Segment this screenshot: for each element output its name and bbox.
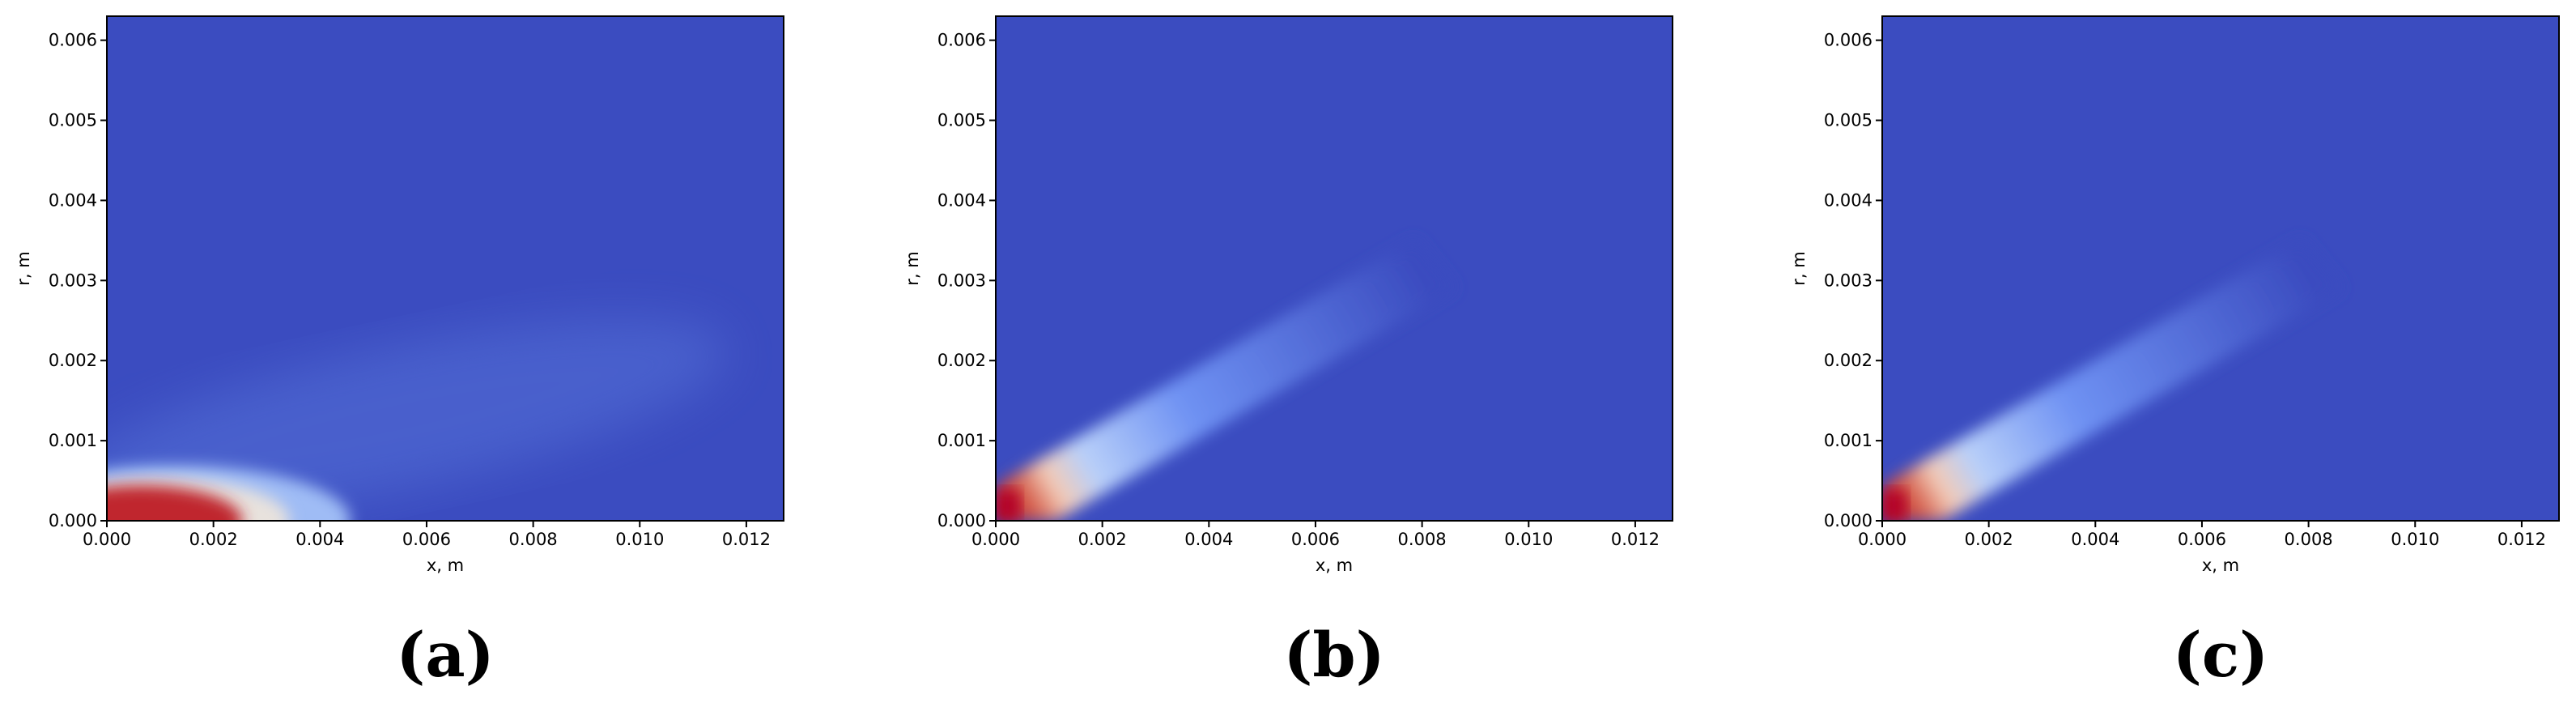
plume <box>996 238 1456 521</box>
x-tick-label: 0.000 <box>83 530 131 549</box>
x-tick-label: 0.010 <box>615 530 664 549</box>
caption: (b) <box>1283 619 1384 691</box>
y-tick-label: 0.005 <box>937 111 986 130</box>
plume-core <box>1882 490 1906 521</box>
x-tick-label: 0.006 <box>1291 530 1340 549</box>
y-axis-label: r, m <box>903 251 922 285</box>
field <box>1882 16 2559 521</box>
y-axis-label: r, m <box>14 251 33 285</box>
x-tick-label: 0.002 <box>189 530 238 549</box>
y-tick-label: 0.003 <box>1824 271 1872 290</box>
x-tick-label: 0.008 <box>509 530 558 549</box>
y-tick-label: 0.006 <box>937 31 986 50</box>
y-tick-label: 0.004 <box>937 190 986 210</box>
x-tick-label: 0.004 <box>295 530 344 549</box>
y-tick-label: 0.001 <box>1824 431 1872 450</box>
x-tick-label: 0.002 <box>1078 530 1127 549</box>
y-tick-label: 0.001 <box>49 431 97 450</box>
plume <box>1882 238 2343 521</box>
x-tick-label: 0.006 <box>2178 530 2226 549</box>
x-tick-label: 0.004 <box>2071 530 2119 549</box>
axes-frame <box>106 15 784 522</box>
x-tick-label: 0.012 <box>1611 530 1660 549</box>
x-tick-label: 0.000 <box>971 530 1020 549</box>
axes-frame <box>1881 15 2560 522</box>
y-tick-label: 0.000 <box>937 511 986 530</box>
field <box>107 16 784 521</box>
y-tick-label: 0.003 <box>937 271 986 290</box>
x-axis-label: x, m <box>1316 556 1353 575</box>
field <box>996 16 1673 521</box>
y-tick-label: 0.006 <box>1824 31 1872 50</box>
y-tick-label: 0.005 <box>49 111 97 130</box>
caption: (c) <box>2173 619 2268 691</box>
x-tick-label: 0.010 <box>1504 530 1553 549</box>
y-tick-label: 0.000 <box>49 511 97 530</box>
x-tick-label: 0.002 <box>1965 530 2013 549</box>
caption: (a) <box>396 619 494 691</box>
axes-frame <box>995 15 1673 522</box>
y-tick-label: 0.001 <box>937 431 986 450</box>
x-axis-label: x, m <box>427 556 464 575</box>
y-tick-label: 0.006 <box>49 31 97 50</box>
y-tick-label: 0.002 <box>1824 351 1872 370</box>
plume-faint <box>107 319 728 517</box>
x-tick-label: 0.010 <box>2391 530 2439 549</box>
y-tick-label: 0.002 <box>937 351 986 370</box>
y-tick-label: 0.004 <box>1824 190 1872 210</box>
x-tick-label: 0.000 <box>1858 530 1906 549</box>
plume-core <box>996 490 1020 521</box>
x-tick-label: 0.006 <box>402 530 451 549</box>
y-axis-label: r, m <box>1789 251 1809 285</box>
x-tick-label: 0.004 <box>1184 530 1233 549</box>
x-tick-label: 0.008 <box>1398 530 1447 549</box>
y-tick-label: 0.002 <box>49 351 97 370</box>
y-tick-label: 0.003 <box>49 271 97 290</box>
x-tick-label: 0.012 <box>2497 530 2546 549</box>
plume-core <box>107 485 243 521</box>
x-axis-label: x, m <box>2202 556 2239 575</box>
x-tick-label: 0.008 <box>2285 530 2333 549</box>
y-tick-label: 0.005 <box>1824 111 1872 130</box>
y-tick-label: 0.000 <box>1824 511 1872 530</box>
x-tick-label: 0.012 <box>722 530 771 549</box>
y-tick-label: 0.004 <box>49 190 97 210</box>
